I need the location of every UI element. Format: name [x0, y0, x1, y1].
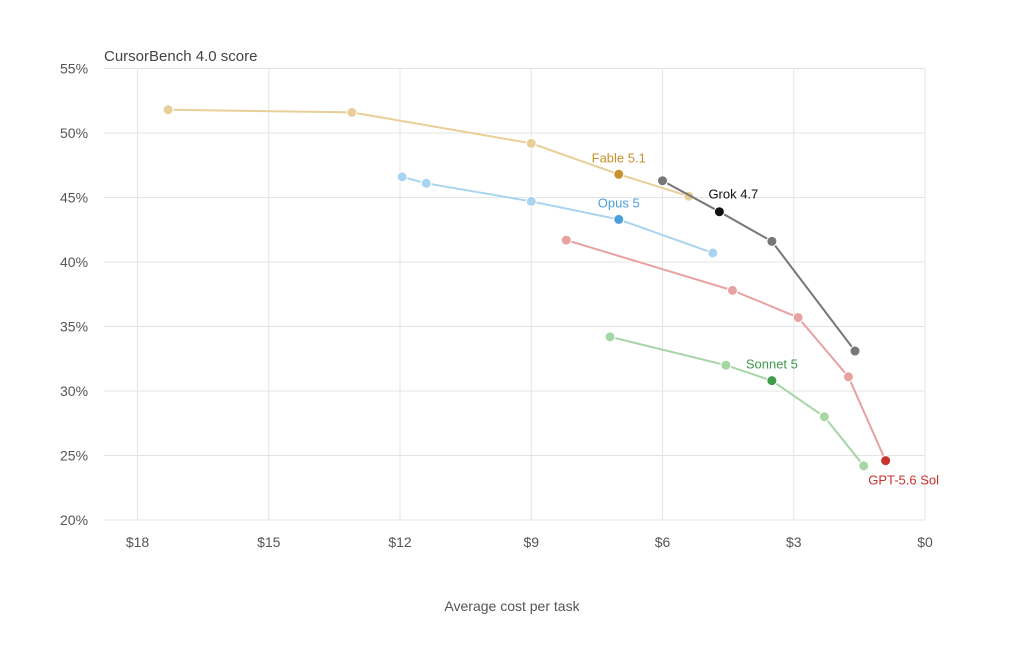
highlight-point [613, 168, 625, 180]
series-label: Opus 5 [598, 195, 640, 210]
data-point [707, 247, 719, 259]
y-tick-label: 50% [60, 125, 88, 141]
x-tick-label: $3 [786, 534, 802, 550]
data-point [346, 106, 358, 118]
x-tick-label: $15 [257, 534, 281, 550]
y-tick-label: 25% [60, 448, 88, 464]
data-point [849, 345, 861, 357]
series-label: GPT-5.6 Sol [868, 473, 939, 488]
x-tick-label: $9 [523, 534, 539, 550]
series: Fable 5.1 Opus 5 Grok 4.7 GPT-5.6 Sol Sonnet… [162, 104, 939, 488]
y-tick-label: 35% [60, 319, 88, 335]
data-point [525, 195, 537, 207]
data-point [727, 284, 738, 296]
y-tick-label: 40% [60, 254, 88, 270]
y-tick-label: 20% [60, 512, 88, 528]
grid [104, 68, 926, 521]
data-point [162, 104, 174, 116]
series-label: Sonnet 5 [746, 357, 798, 372]
data-point [818, 411, 830, 423]
series-opus-5: Opus 5 [396, 171, 719, 259]
series-gpt-5-6-sol: GPT-5.6 Sol [560, 234, 939, 488]
series-fable-5-1: Fable 5.1 [162, 104, 695, 202]
highlight-point [880, 455, 892, 467]
series-grok-4-7: Grok 4.7 [657, 175, 861, 357]
data-point [420, 177, 432, 189]
y-tick-label: 45% [60, 190, 88, 206]
x-tick-label: $18 [126, 534, 150, 550]
data-point [842, 371, 854, 383]
data-point [604, 331, 616, 343]
data-point [560, 234, 572, 246]
data-point [525, 137, 537, 149]
series-sonnet-5: Sonnet 5 [604, 331, 870, 472]
x-tick-label: $12 [388, 534, 412, 550]
x-tick-label: $0 [917, 534, 933, 550]
chart-title: CursorBench 4.0 score [104, 48, 257, 65]
data-point [657, 175, 668, 187]
x-tick-label: $6 [655, 534, 671, 550]
y-tick-label: 30% [60, 383, 88, 399]
data-point [792, 311, 804, 323]
x-axis-label: Average cost per task [444, 598, 580, 614]
series-line [565, 239, 887, 462]
data-point [720, 359, 732, 371]
highlight-point [713, 206, 725, 218]
x-axis-ticks: $18 $15 $12 $9 $6 $3 $0 [126, 534, 933, 550]
series-label: Fable 5.1 [592, 150, 646, 165]
y-tick-label: 55% [60, 61, 88, 77]
highlight-point [766, 375, 778, 387]
highlight-point [613, 213, 625, 225]
series-line [661, 179, 856, 353]
y-axis-ticks: 55% 50% 45% 40% 35% 30% 25% 20% [60, 61, 88, 529]
series-line [609, 335, 865, 467]
data-point [858, 460, 870, 472]
series-label: Grok 4.7 [708, 187, 758, 202]
data-point [396, 171, 408, 183]
data-point [766, 235, 778, 247]
